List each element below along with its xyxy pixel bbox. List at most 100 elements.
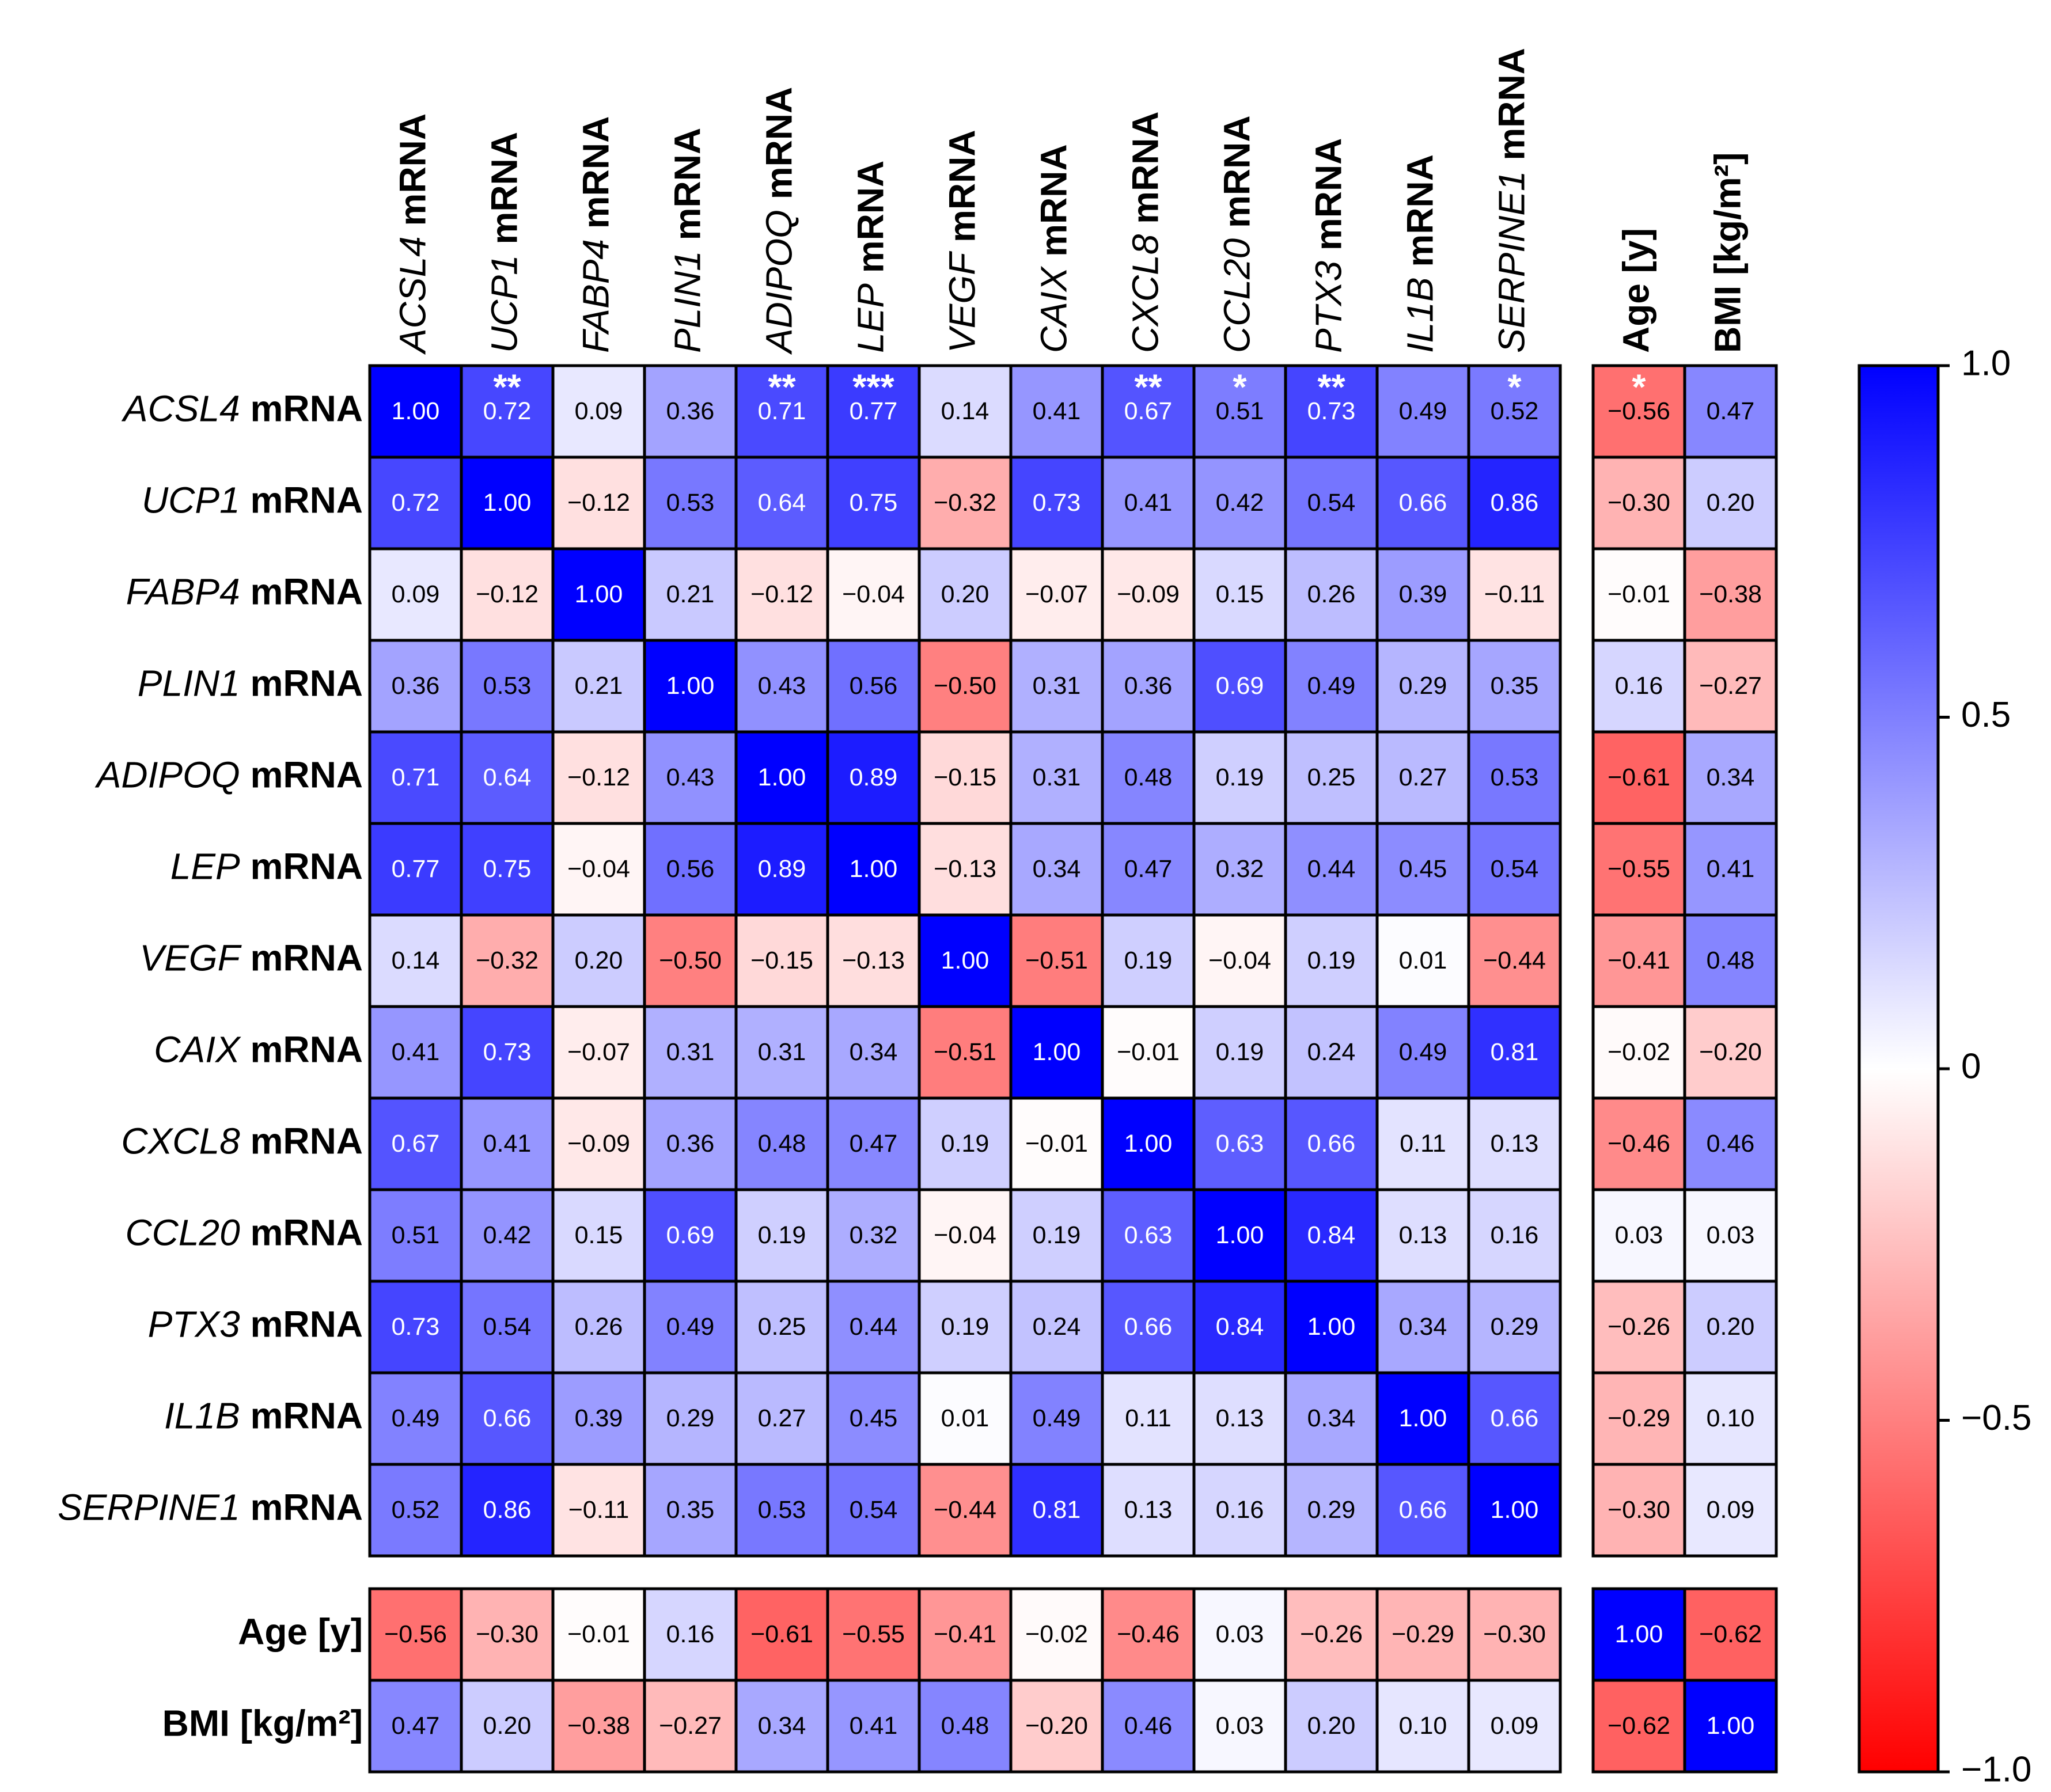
cell-value: 0.43 <box>666 764 715 791</box>
cell <box>368 1679 463 1774</box>
cell <box>1591 1587 1686 1682</box>
cell <box>1101 1188 1196 1283</box>
cell <box>1683 1005 1778 1100</box>
cell-value: 0.13 <box>1491 1130 1539 1157</box>
row-label: CCL20 mRNA <box>125 1212 363 1253</box>
cell-value: −0.56 <box>1608 397 1670 425</box>
cell <box>460 730 555 825</box>
cell-value: 0.19 <box>941 1313 990 1341</box>
cell-value: 0.73 <box>1033 489 1081 517</box>
row-label: ACSL4 mRNA <box>121 388 363 429</box>
cell <box>551 547 646 642</box>
cell-value: 0.41 <box>1124 489 1173 517</box>
cell <box>551 455 646 550</box>
cell <box>1467 1096 1562 1191</box>
cell-value: 0.71 <box>758 397 806 425</box>
cell-value: −0.07 <box>567 1038 630 1066</box>
cell-value: 0.49 <box>1307 672 1356 700</box>
cell-value: 0.64 <box>758 489 806 517</box>
cell-value: −0.55 <box>842 1620 905 1648</box>
cell-value: 0.54 <box>1491 855 1539 883</box>
cell <box>734 913 829 1008</box>
cell-value: 0.26 <box>1307 580 1356 608</box>
cell-value: −0.32 <box>934 489 996 517</box>
cell-value: 0.41 <box>483 1130 532 1157</box>
cell <box>368 455 463 550</box>
cell-value: 0.47 <box>1124 855 1173 883</box>
row-label: UCP1 mRNA <box>142 479 363 521</box>
cell-value: −0.44 <box>1483 947 1546 974</box>
significance: ** <box>1317 367 1345 407</box>
cell-value: 0.56 <box>666 855 715 883</box>
colorbar-tick-label: 0 <box>1961 1046 1981 1086</box>
cell-value: 0.53 <box>1491 764 1539 791</box>
cell-value: 0.31 <box>1033 764 1081 791</box>
cell <box>1009 1096 1104 1191</box>
column-label: PLIN1 mRNA <box>666 128 708 353</box>
cell-value: 0.81 <box>1033 1496 1081 1524</box>
cell <box>643 547 738 642</box>
cell-value: 0.26 <box>575 1313 623 1341</box>
cell <box>460 364 555 459</box>
cell-value: −0.32 <box>476 947 539 974</box>
cell-value: 0.19 <box>758 1221 806 1249</box>
cell-value: 0.24 <box>1033 1313 1081 1341</box>
cell-value: 0.53 <box>758 1496 806 1524</box>
cell <box>551 639 646 734</box>
cell <box>1009 1463 1104 1558</box>
cell-value: −0.13 <box>842 947 905 974</box>
cell <box>1467 730 1562 825</box>
cell <box>826 1463 921 1558</box>
cell <box>460 1188 555 1283</box>
colorbar-tick-label: 0.5 <box>1961 695 2011 735</box>
cell <box>918 1463 1013 1558</box>
cell-value: 0.31 <box>758 1038 806 1066</box>
cell-value: 0.03 <box>1216 1712 1264 1740</box>
cell-value: 0.66 <box>1124 1313 1173 1341</box>
cell-value: 0.45 <box>1399 855 1447 883</box>
cell <box>368 913 463 1008</box>
column-label: SERPINE1 mRNA <box>1491 48 1532 353</box>
cell-value: 0.86 <box>1491 489 1539 517</box>
cell <box>1009 639 1104 734</box>
cell-value: 0.10 <box>1399 1712 1447 1740</box>
cell <box>1101 547 1196 642</box>
cell <box>826 455 921 550</box>
row-label: VEGF mRNA <box>139 937 363 978</box>
cell-value: 0.16 <box>1216 1496 1264 1524</box>
cell-value: 0.29 <box>1491 1313 1539 1341</box>
column-label: UCP1 mRNA <box>483 132 525 353</box>
cell <box>826 639 921 734</box>
cell-value: 0.24 <box>1307 1038 1356 1066</box>
cell-value: −0.11 <box>1484 580 1545 608</box>
cell-value: 1.00 <box>1399 1404 1447 1432</box>
cell <box>551 1280 646 1375</box>
cell-value: −0.46 <box>1117 1620 1180 1648</box>
cell-value: 0.13 <box>1124 1496 1173 1524</box>
cell <box>1009 1188 1104 1283</box>
cell-value: −0.29 <box>1392 1620 1454 1648</box>
cell-value: 0.32 <box>850 1221 898 1249</box>
cell-value: 0.13 <box>1399 1221 1447 1249</box>
cell-value: 1.00 <box>575 580 623 608</box>
row-label: BMI [kg/m²] <box>162 1702 363 1744</box>
cell-value: 0.09 <box>1491 1712 1539 1740</box>
cell-value: 0.48 <box>1124 764 1173 791</box>
cell-value: 0.49 <box>666 1313 715 1341</box>
cell <box>1284 1280 1379 1375</box>
cell-value: −0.38 <box>1699 580 1762 608</box>
cell <box>1192 1587 1287 1682</box>
cell-value: 0.44 <box>850 1313 898 1341</box>
cell <box>1683 639 1778 734</box>
cell-value: 0.03 <box>1707 1221 1755 1249</box>
cell-value: −0.20 <box>1699 1038 1762 1066</box>
cell-value: 0.13 <box>1216 1404 1264 1432</box>
cell-value: 0.09 <box>392 580 440 608</box>
cell-value: −0.30 <box>1608 1496 1670 1524</box>
cell <box>460 1587 555 1682</box>
cell-value: 1.00 <box>758 764 806 791</box>
cell <box>643 1005 738 1100</box>
cell-value: 0.20 <box>1707 1313 1755 1341</box>
